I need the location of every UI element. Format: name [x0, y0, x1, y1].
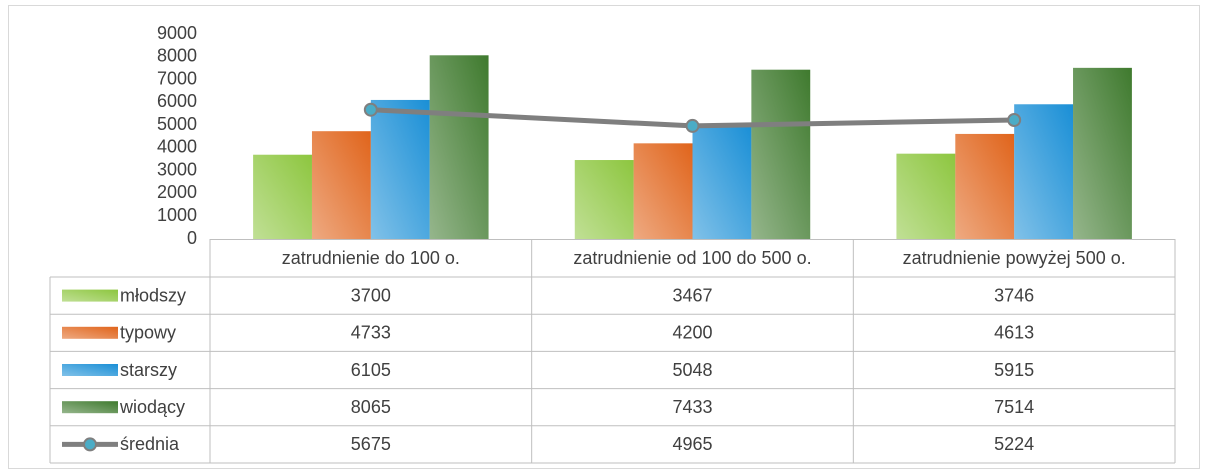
x-tick-label: zatrudnienie powyżej 500 o.	[903, 248, 1126, 268]
legend-label: młodszy	[120, 285, 186, 305]
table-cell: 4613	[994, 323, 1034, 343]
legend-key	[62, 401, 118, 414]
table-cell: 3746	[994, 285, 1034, 305]
bar	[253, 154, 312, 239]
table-cell: 7433	[672, 397, 712, 417]
bar	[692, 124, 752, 239]
bar	[429, 55, 489, 239]
table-cell: 4965	[672, 434, 712, 454]
x-tick-label: zatrudnienie od 100 do 500 o.	[573, 248, 811, 268]
table-cell: 3700	[351, 285, 391, 305]
line-marker	[685, 118, 700, 133]
y-tick-label: 4000	[157, 137, 197, 157]
legend-key	[62, 364, 118, 376]
y-tick-label: 1000	[157, 205, 197, 225]
table-cell: 6105	[351, 360, 391, 380]
y-tick-label: 3000	[157, 159, 197, 179]
table-cell: 8065	[351, 397, 391, 417]
table-cell: 7514	[994, 397, 1034, 417]
bar	[370, 99, 430, 239]
y-tick-label: 6000	[157, 91, 197, 111]
bar	[1014, 104, 1074, 240]
y-tick-label: 8000	[157, 46, 197, 66]
y-tick-label: 0	[187, 228, 197, 248]
legend-label: wiodący	[119, 397, 185, 417]
table-cell: 5675	[351, 434, 391, 454]
y-tick-label: 5000	[157, 114, 197, 134]
bar	[751, 69, 811, 239]
y-tick-label: 9000	[157, 23, 197, 43]
table-cell: 5048	[672, 360, 712, 380]
legend-label: typowy	[120, 323, 176, 343]
bar	[311, 131, 371, 239]
table-cell: 5224	[994, 434, 1034, 454]
bar	[574, 160, 634, 239]
y-tick-label: 2000	[157, 182, 197, 202]
legend-key	[62, 289, 118, 302]
table-cell: 4200	[672, 323, 712, 343]
y-tick-label: 7000	[157, 68, 197, 88]
table-cell: 5915	[994, 360, 1034, 380]
line-marker	[363, 102, 378, 117]
table-cell: 3467	[672, 285, 712, 305]
legend-label: starszy	[120, 360, 177, 380]
line-marker	[1007, 113, 1022, 128]
legend-key	[83, 437, 97, 452]
bar	[633, 143, 693, 239]
legend-key	[62, 326, 118, 339]
table-cell: 4733	[351, 323, 391, 343]
legend-label: średnia	[120, 434, 180, 454]
bar	[1073, 67, 1132, 239]
bar	[896, 153, 956, 239]
bar	[955, 133, 1015, 239]
x-tick-label: zatrudnienie do 100 o.	[282, 248, 460, 268]
